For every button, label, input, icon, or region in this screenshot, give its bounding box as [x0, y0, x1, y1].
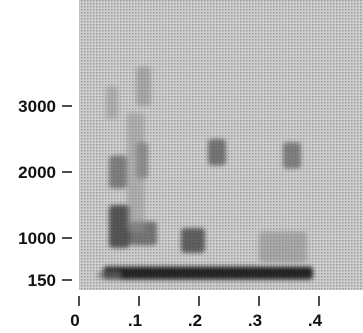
x-axis: 0 .1 .2 .3 .4 [70, 296, 323, 330]
energy-region [127, 112, 145, 232]
y-axis: 150 1000 2000 3000 [18, 97, 72, 290]
energy-region [103, 266, 313, 280]
energy-region [109, 205, 130, 248]
energy-region [208, 139, 226, 166]
x-tick-label: .4 [308, 311, 323, 330]
y-tick-label: 3000 [18, 97, 56, 116]
x-tick-label: .1 [128, 311, 142, 330]
energy-region [97, 271, 121, 280]
y-tick-label: 1000 [18, 229, 56, 248]
energy-region [283, 142, 301, 169]
x-tick-label: .3 [248, 311, 262, 330]
x-tick-label: 0 [70, 311, 79, 330]
energy-region [136, 66, 151, 106]
y-tick-label: 2000 [18, 163, 56, 182]
energy-region [181, 228, 205, 253]
energy-region [109, 155, 127, 189]
energy-layer [97, 66, 313, 280]
x-tick-label: .2 [188, 311, 202, 330]
energy-region [259, 231, 307, 263]
energy-region [106, 86, 118, 120]
y-tick-label: 150 [28, 271, 56, 290]
